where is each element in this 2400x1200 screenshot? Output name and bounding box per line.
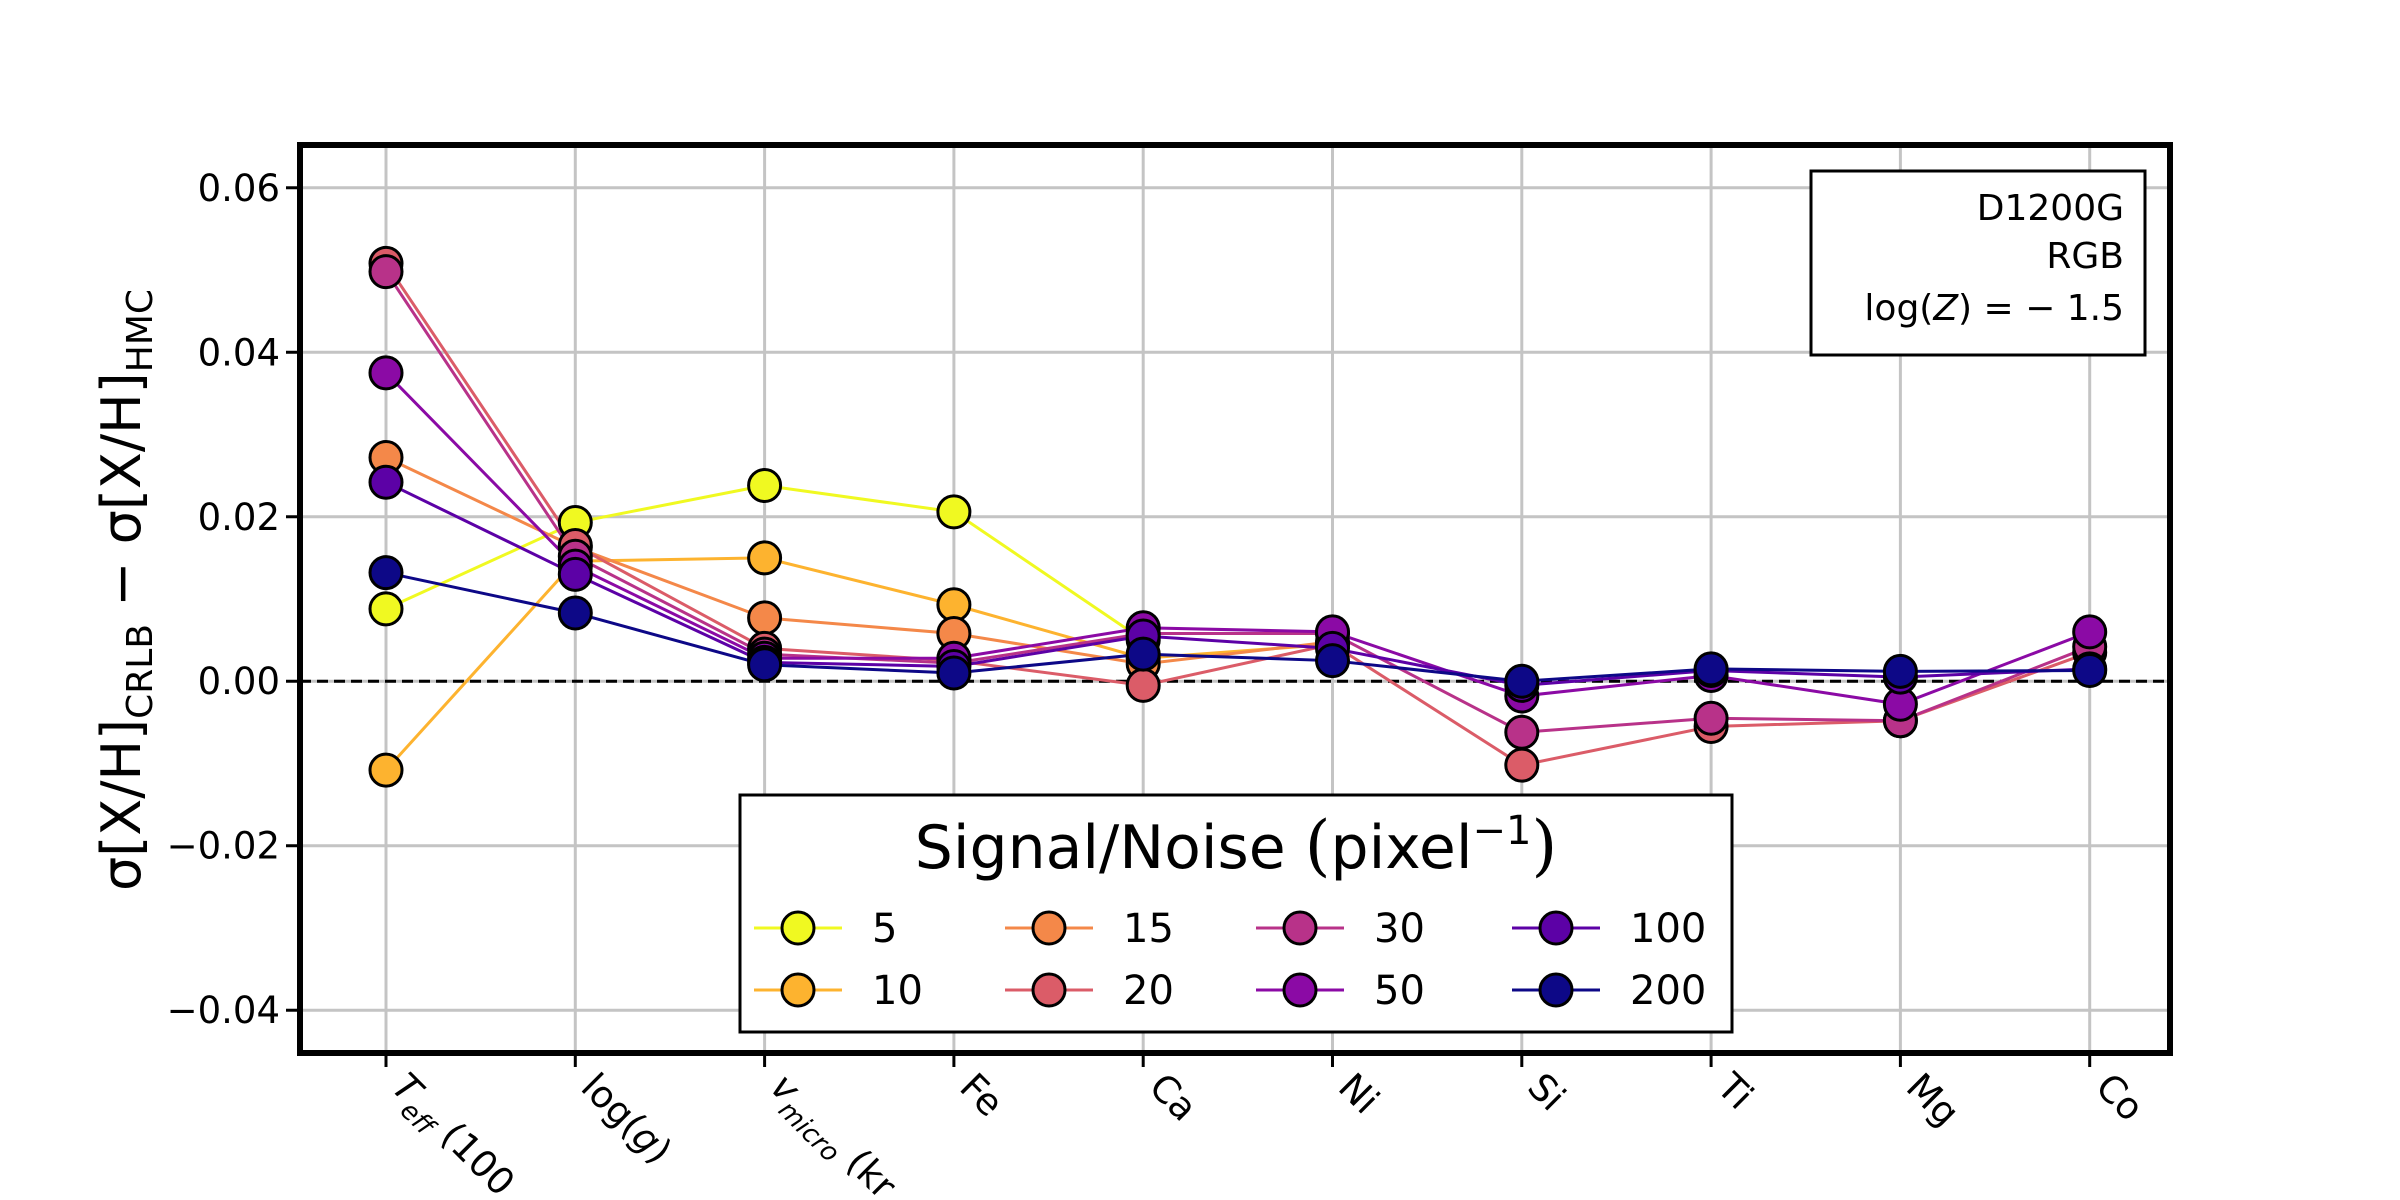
legend-marker [780,972,816,1008]
x-tick-label: Fe [952,1065,1012,1125]
legend-marker [1538,910,1574,946]
legend-title: Signal/Noise (pixel−1) [915,807,1558,884]
legend-items: 5 10 15 20 30 50 100 200 [754,906,1706,1014]
plot-frame [297,142,2173,1056]
x-tick-label: Teff (100 [378,1065,523,1200]
legend-marker [1538,972,1574,1008]
x-tick-label: Ti [1708,1064,1762,1118]
data-point [747,468,783,503]
x-tick-label: Co [2087,1065,2152,1130]
data-point [1504,663,1540,699]
series-line [385,571,2090,683]
data-point [1504,714,1540,750]
legend-item-200: 200 [1512,968,1706,1014]
data-point [368,555,404,591]
x-axis-ticks: Teff (100 log(g) vmicro (kr Fe Ca Ni Si Ti Mg Co [378,1053,2152,1200]
legend: Signal/Noise (pixel−1) 5 10 15 20 30 50 100 200 [738,793,1734,1034]
y-tick-label: −0.04 [167,989,280,1032]
series-line [384,371,2091,706]
legend-item-50: 50 [1256,968,1425,1014]
data-point [368,591,404,627]
data-point [936,494,972,530]
data-point [368,254,404,290]
annotation-instrument: D1200G [1977,188,2124,229]
data-point [1504,747,1540,783]
y-tick-label: 0.04 [198,331,280,374]
series-line [385,480,2090,687]
legend-marker [1282,910,1318,946]
series-50 [384,371,2091,706]
legend-marker [1282,972,1318,1008]
series-30 [384,270,2091,734]
annotation-metallicity: log(Z) = − 1.5 [1864,288,2124,329]
data-point [1882,653,1918,689]
legend-label: 10 [872,968,923,1014]
legend-item-30: 30 [1256,906,1425,952]
data-point [1125,636,1161,672]
y-axis-label: σ[X/H]CRLB − σ[X/H]HMC [90,289,161,891]
data-point [936,655,972,691]
legend-item-15: 15 [1005,906,1174,952]
x-tick-label: Mg [1898,1065,1968,1135]
annotation-type: RGB [2046,236,2124,277]
data-point [1315,643,1350,679]
series-markers-15 [368,440,1350,682]
x-tick-label: Ca [1141,1065,1206,1130]
legend-item-20: 20 [1005,968,1174,1014]
legend-item-10: 10 [754,968,923,1014]
data-point [1693,700,1729,736]
legend-marker [1031,972,1067,1008]
x-tick-label: Ni [1330,1065,1387,1122]
legend-label: 100 [1630,906,1706,952]
y-tick-label: −0.02 [167,825,280,868]
data-point [1693,651,1729,687]
data-point [2072,653,2108,689]
series-100 [385,480,2090,687]
y-axis-ticks: −0.04 −0.02 0.00 0.02 0.04 0.06 [167,167,300,1032]
series-20 [384,262,2091,767]
legend-label: 50 [1374,968,1425,1014]
x-tick-label: Si [1519,1065,1573,1119]
data-point [747,540,783,576]
data-point [1125,667,1161,703]
y-tick-label: 0.06 [198,167,280,210]
y-tick-label: 0.00 [198,660,280,703]
data-point [368,752,404,788]
legend-item-5: 5 [754,906,897,952]
data-point [368,464,404,500]
data-point [747,600,783,636]
legend-label: 30 [1374,906,1425,952]
data-point [747,647,783,683]
legend-label: 200 [1630,968,1706,1014]
series-group [368,245,2108,788]
series-markers-200 [368,555,2108,699]
legend-item-100: 100 [1512,906,1706,952]
series-200 [385,571,2090,683]
series-line [384,262,2091,767]
series-line [384,270,2091,734]
annotation-box: D1200G RGB log(Z) = − 1.5 [1809,169,2147,357]
legend-label: 5 [872,906,897,952]
data-point [557,556,593,592]
x-tick-label: log(g) [573,1065,680,1172]
x-tick-label: vmicro (kr [757,1065,905,1200]
legend-label: 15 [1123,906,1174,952]
legend-marker [780,910,816,946]
data-point [557,595,593,631]
legend-marker [1031,910,1067,946]
legend-label: 20 [1123,968,1174,1014]
data-point [2072,614,2108,650]
y-tick-label: 0.02 [198,496,280,539]
data-point [936,587,972,623]
data-point [368,355,404,391]
